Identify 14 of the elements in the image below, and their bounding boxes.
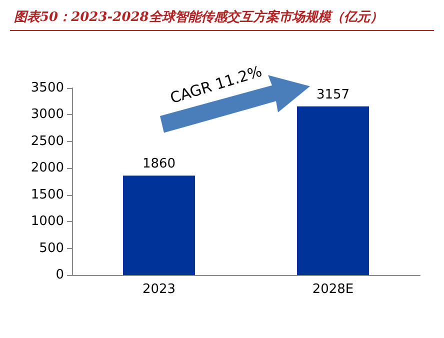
x-tick-label: 2028E: [312, 282, 354, 297]
y-tick-label: 500: [39, 240, 64, 256]
y-tick-label: 2500: [30, 134, 64, 149]
x-tick-label: 2023: [142, 282, 176, 297]
y-tick-label: 0: [56, 268, 64, 282]
y-tick-label: 2000: [30, 160, 64, 176]
annotation: CAGR 11.2%: [168, 62, 264, 108]
chart-title: 图表50：2023-2028全球智能传感交互方案市场规模（亿元）: [14, 8, 383, 26]
y-tick-label: 3000: [30, 107, 64, 122]
data-label: 3157: [316, 87, 350, 102]
y-tick-label: 1500: [30, 187, 64, 202]
data-label: 1860: [142, 156, 176, 172]
y-tick-label: 3500: [30, 80, 64, 96]
y-tick-label: 1000: [30, 214, 64, 230]
